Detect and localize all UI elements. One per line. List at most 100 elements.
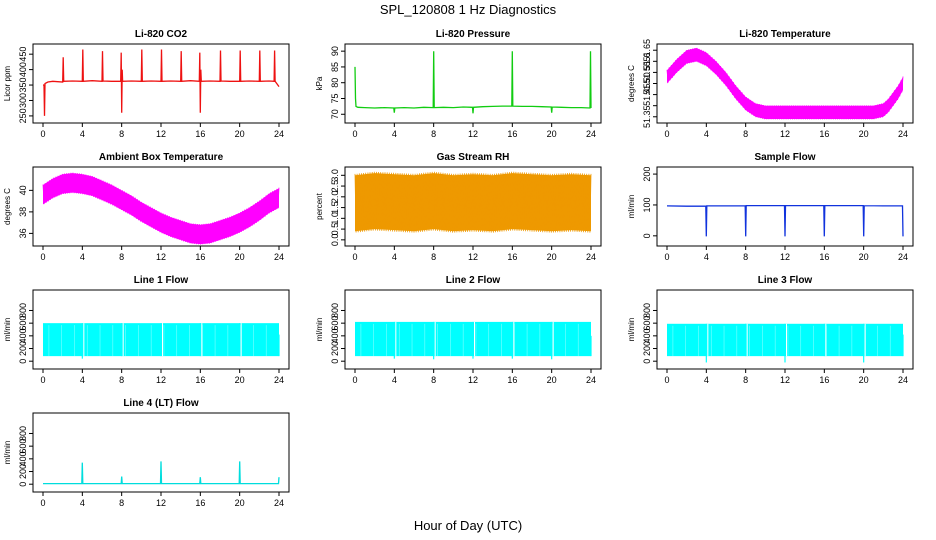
y-tick-label: 0 xyxy=(642,233,652,238)
y-tick-label: 250 xyxy=(18,108,28,123)
y-tick-label: 90 xyxy=(330,46,340,56)
y-tick-label: 200 xyxy=(18,464,28,479)
panel-pressure: Li-820 Pressure 0 4 8 12 16 20 24 70 75 80 85 90 kPa xyxy=(315,29,602,139)
panel-title: Line 2 Flow xyxy=(446,275,501,286)
x-tick-label: 8 xyxy=(119,498,124,508)
y-tick-label: 51.55 xyxy=(642,61,652,84)
x-tick-label: 12 xyxy=(156,129,166,139)
y-tick-label: 2.0 xyxy=(330,191,340,204)
y-tick-label: 400 xyxy=(642,328,652,343)
x-tick-label: 4 xyxy=(392,375,397,385)
x-tick-label: 4 xyxy=(392,252,397,262)
x-tick-label: 24 xyxy=(586,129,596,139)
series-band xyxy=(43,173,279,245)
y-tick-label: 400 xyxy=(18,451,28,466)
x-tick-label: 0 xyxy=(40,129,45,139)
x-tick-label: 16 xyxy=(507,375,517,385)
x-tick-label: 12 xyxy=(468,375,478,385)
x-tick-label: 16 xyxy=(819,252,829,262)
y-tick-label: 800 xyxy=(330,303,340,318)
y-tick-label: 0.0 xyxy=(330,234,340,247)
panel-title: Ambient Box Temperature xyxy=(99,152,224,163)
x-tick-label: 24 xyxy=(898,252,908,262)
x-tick-label: 0 xyxy=(352,375,357,385)
panel-title: Li-820 Temperature xyxy=(739,29,831,40)
panel-title: Line 1 Flow xyxy=(134,275,189,286)
x-tick-label: 0 xyxy=(664,252,669,262)
x-tick-label: 12 xyxy=(780,375,790,385)
x-tick-label: 20 xyxy=(235,375,245,385)
series-noise xyxy=(42,172,280,245)
y-tick-label: 450 xyxy=(18,47,28,62)
y-tick-label: 40 xyxy=(18,185,28,195)
y-tick-label: 1.0 xyxy=(330,212,340,225)
y-axis-label: percent xyxy=(315,192,324,219)
x-tick-label: 0 xyxy=(40,375,45,385)
y-axis-label: degrees C xyxy=(627,65,636,102)
x-tick-label: 16 xyxy=(819,129,829,139)
series-line xyxy=(666,204,904,237)
x-tick-label: 4 xyxy=(80,129,85,139)
x-tick-label: 0 xyxy=(352,129,357,139)
y-axis-label: ml/min xyxy=(3,441,12,465)
y-tick-label: 200 xyxy=(642,341,652,356)
x-tick-label: 8 xyxy=(119,129,124,139)
x-tick-label: 0 xyxy=(664,129,669,139)
y-axis-label: Licor ppm xyxy=(3,66,12,101)
y-tick-label: 800 xyxy=(18,426,28,441)
y-tick-label: 0 xyxy=(330,359,340,364)
y-tick-label: 200 xyxy=(642,167,652,182)
y-tick-label: 70 xyxy=(330,109,340,119)
y-tick-label: 38 xyxy=(18,207,28,217)
x-tick-label: 20 xyxy=(859,129,869,139)
x-tick-label: 0 xyxy=(40,498,45,508)
x-tick-label: 20 xyxy=(547,129,557,139)
y-axis-label: ml/min xyxy=(627,195,636,219)
x-tick-label: 4 xyxy=(80,498,85,508)
panel-gas-rh: Gas Stream RH 0 4 8 12 16 20 24 0.00.51.01.52.02… xyxy=(315,152,602,262)
y-tick-label: 200 xyxy=(18,341,28,356)
y-tick-label: 51.45 xyxy=(642,83,652,106)
x-tick-label: 4 xyxy=(704,129,709,139)
x-tick-label: 4 xyxy=(392,129,397,139)
x-tick-label: 24 xyxy=(274,375,284,385)
x-tick-label: 8 xyxy=(431,129,436,139)
x-tick-label: 24 xyxy=(274,252,284,262)
figure-title: SPL_120808 1 Hz Diagnostics xyxy=(379,2,557,17)
panel-title: Li-820 Pressure xyxy=(436,29,511,40)
x-tick-label: 0 xyxy=(40,252,45,262)
panel-title: Sample Flow xyxy=(754,152,815,163)
series-line xyxy=(354,51,592,114)
series-band xyxy=(667,48,903,119)
x-tick-label: 12 xyxy=(468,129,478,139)
x-tick-label: 12 xyxy=(156,375,166,385)
x-tick-label: 16 xyxy=(195,252,205,262)
panel-title: Line 4 (LT) Flow xyxy=(123,398,199,409)
y-axis-label: ml/min xyxy=(3,318,12,342)
y-tick-label: 200 xyxy=(330,341,340,356)
x-tick-label: 4 xyxy=(704,375,709,385)
y-tick-label: 400 xyxy=(18,62,28,77)
x-tick-label: 20 xyxy=(859,375,869,385)
y-tick-label: 0 xyxy=(18,482,28,487)
series-noise xyxy=(666,47,904,120)
y-tick-label: 800 xyxy=(642,303,652,318)
x-tick-label: 20 xyxy=(235,129,245,139)
x-tick-label: 24 xyxy=(274,129,284,139)
y-tick-label: 51.35 xyxy=(642,106,652,129)
x-tick-label: 24 xyxy=(586,252,596,262)
x-tick-label: 8 xyxy=(431,375,436,385)
y-tick-label: 100 xyxy=(642,197,652,212)
y-tick-label: 80 xyxy=(330,78,340,88)
x-tick-label: 20 xyxy=(235,252,245,262)
x-tick-label: 8 xyxy=(119,375,124,385)
x-tick-label: 8 xyxy=(743,375,748,385)
x-tick-label: 20 xyxy=(235,498,245,508)
y-tick-label: 600 xyxy=(330,316,340,331)
x-tick-label: 4 xyxy=(80,375,85,385)
y-tick-label: 600 xyxy=(18,316,28,331)
x-tick-label: 20 xyxy=(547,375,557,385)
